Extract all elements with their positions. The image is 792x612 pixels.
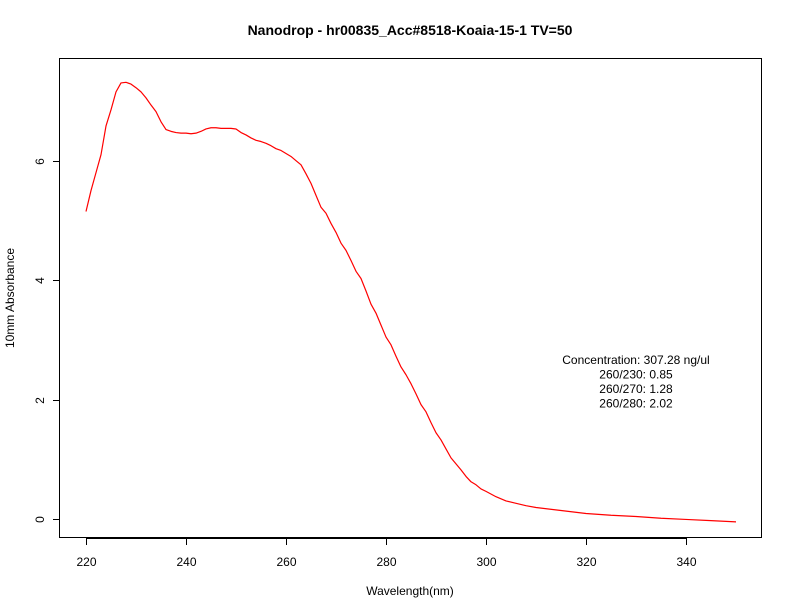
x-tick-label: 280	[376, 555, 396, 569]
y-tick-label: 4	[33, 277, 47, 284]
y-axis-label: 10mm Absorbance	[3, 248, 17, 348]
annotation-line: 260/270: 1.28	[599, 382, 673, 396]
y-axis: 0 2 4 6	[33, 158, 60, 523]
annotation-line: Concentration: 307.28 ng/ul	[562, 353, 709, 367]
annotation-line: 260/230: 0.85	[599, 367, 673, 381]
x-axis-label: Wavelength(nm)	[366, 584, 454, 598]
y-tick-label: 2	[33, 397, 47, 404]
x-tick-label: 320	[576, 555, 596, 569]
absorbance-series-line	[85, 81, 737, 523]
x-tick-label: 340	[676, 555, 696, 569]
annotation-line: 260/280: 2.02	[599, 396, 673, 410]
x-tick-label: 240	[176, 555, 196, 569]
x-axis: 220 240 260 280 300 320 340	[76, 538, 697, 569]
x-tick-label: 260	[276, 555, 296, 569]
x-tick-label: 300	[476, 555, 496, 569]
x-tick-label: 220	[76, 555, 96, 569]
chart-title: Nanodrop - hr00835_Acc#8518-Koaia-15-1 T…	[248, 22, 573, 38]
y-tick-label: 0	[33, 516, 47, 523]
series-group	[85, 81, 737, 523]
y-tick-label: 6	[33, 158, 47, 165]
